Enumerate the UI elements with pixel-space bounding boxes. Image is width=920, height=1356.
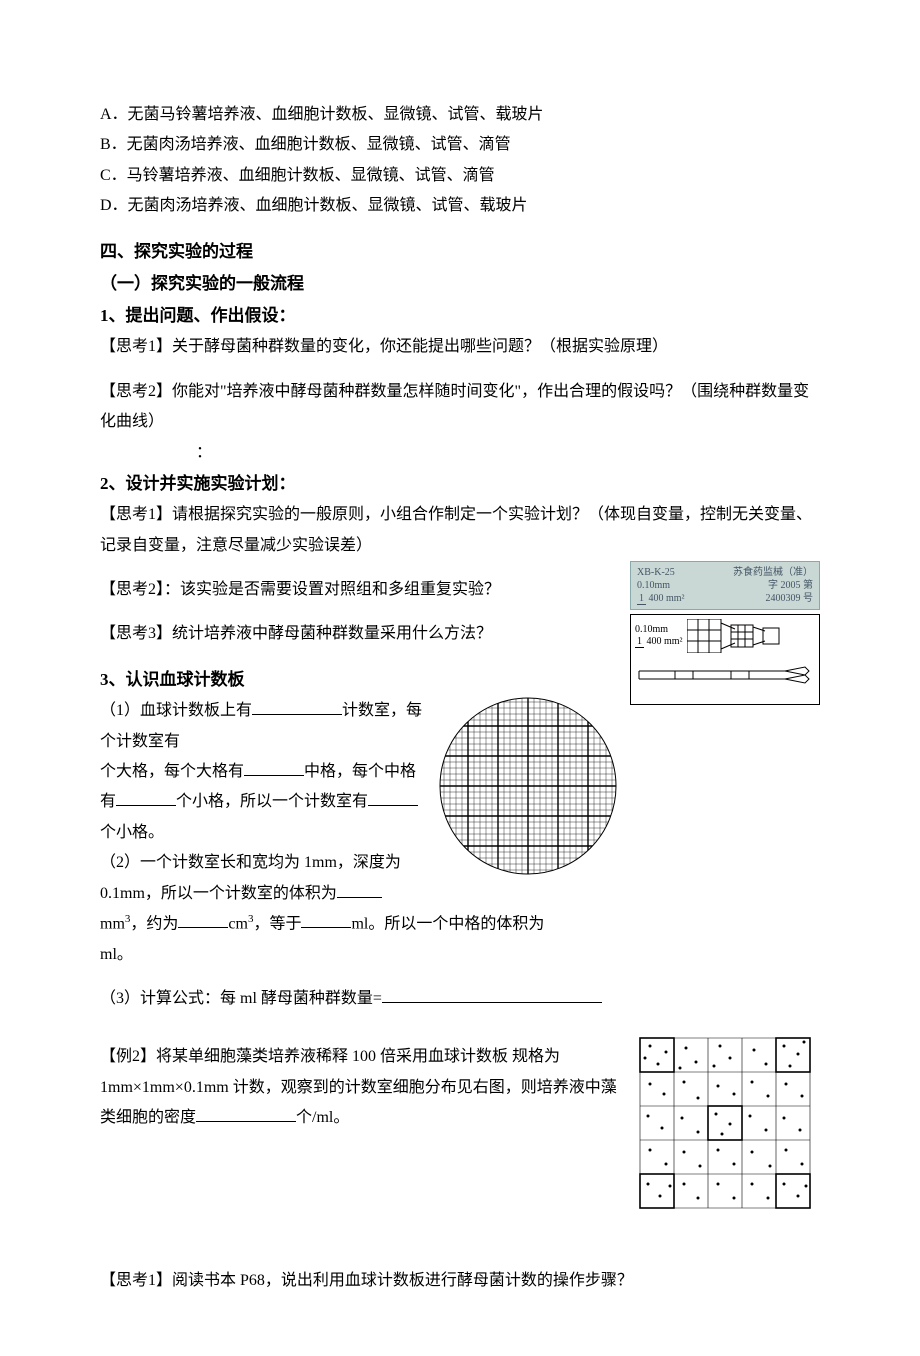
- colon-line: ：: [196, 438, 820, 468]
- hc-side-frac-unit: mm²: [664, 636, 683, 647]
- hc-cert1: 字 2005 第: [733, 579, 813, 592]
- section4-sub1: （一）探究实验的一般流程: [100, 268, 820, 300]
- hemocytometer-side-diagram: 0.10mm 1 400 mm²: [630, 614, 820, 705]
- bottom-think1: 【思考1】阅读书本 P68，说出利用血球计数板进行酵母菌计数的操作步骤？: [100, 1266, 820, 1296]
- option-b: B．无菌肉汤培养液、血细胞计数板、显微镜、试管、滴管: [100, 130, 820, 160]
- hemocytometer-label-card: XB-K-25 0.10mm 1 400 mm² 苏食药监械（准） 字 2005…: [630, 561, 820, 705]
- hc-frac-den: 400: [649, 593, 664, 604]
- q2-think1: 【思考1】请根据探究实验的一般原则，小组合作制定一个实验计划？（体现自变量，控制…: [100, 500, 820, 561]
- hc-frac-unit: mm²: [666, 593, 685, 604]
- counting-grid-circle: [438, 696, 618, 887]
- option-c: C．马铃薯培养液、血细胞计数板、显微镜、试管、滴管: [100, 161, 820, 191]
- hc-cert2: 2400309 号: [733, 592, 813, 605]
- hemocytometer-label: XB-K-25 0.10mm 1 400 mm² 苏食药监械（准） 字 2005…: [630, 561, 820, 610]
- hc-frac-num: 1: [637, 593, 646, 605]
- hemocytometer-slide-icon: [635, 659, 813, 689]
- q2-title: 2、设计并实施实验计划：: [100, 468, 820, 500]
- q1-think2: 【思考2】你能对"培养液中酵母菌种群数量怎样随时间变化"，作出合理的假设吗？（围…: [100, 377, 820, 438]
- hc-depth: 0.10mm: [637, 579, 685, 592]
- q1-title: 1、提出问题、作出假设：: [100, 300, 820, 332]
- hc-model: XB-K-25: [637, 566, 685, 579]
- option-d: D．无菌肉汤培养液、血细胞计数板、显微镜、试管、载玻片: [100, 191, 820, 221]
- option-a: A．无菌马铃薯培养液、血细胞计数板、显微镜、试管、载玻片: [100, 100, 820, 130]
- scatter-counting-grid-icon: [630, 1028, 820, 1218]
- q3-line3: （3）计算公式：每 ml 酵母菌种群数量=: [100, 984, 820, 1014]
- hemocytometer-top-grid-icon: [687, 619, 807, 653]
- q3-line2b: ml。: [100, 940, 820, 970]
- counting-grid-circle-icon: [438, 696, 618, 876]
- q1-think1: 【思考1】关于酵母菌种群数量的变化，你还能提出哪些问题？（根据实验原理）: [100, 332, 820, 362]
- section4-title: 四、探究实验的过程: [100, 236, 820, 268]
- hc-side-depth: 0.10mm: [635, 624, 683, 636]
- hc-side-frac-den: 400: [647, 636, 662, 647]
- hc-side-frac-num: 1: [635, 636, 644, 648]
- hc-maker: 苏食药监械（准）: [733, 566, 813, 579]
- scatter-counting-grid: [630, 1028, 820, 1229]
